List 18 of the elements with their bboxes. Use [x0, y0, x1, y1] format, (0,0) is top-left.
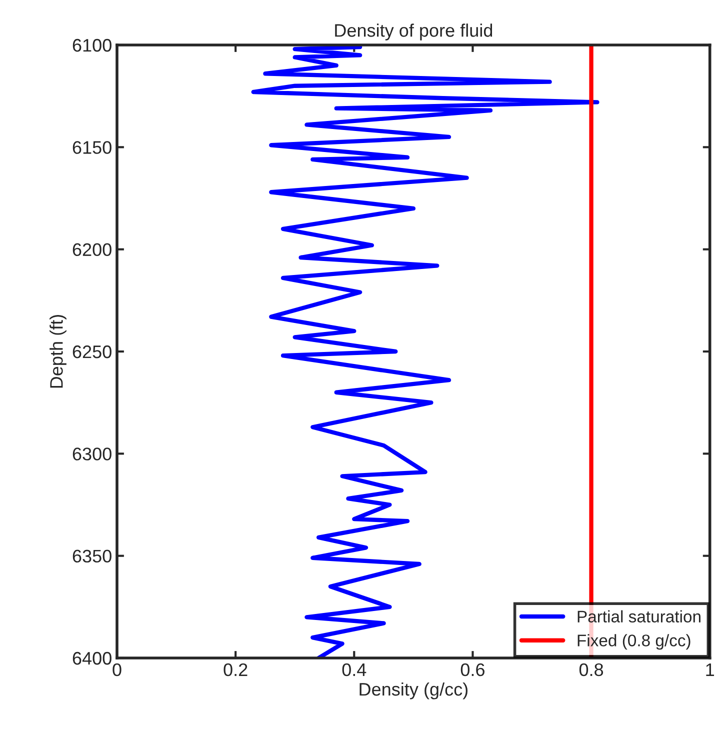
- y-tick-label: 6300: [72, 448, 112, 460]
- y-tick-label: 6250: [72, 345, 112, 358]
- y-tick-label: 6150: [72, 141, 112, 154]
- y-tick-label: 6350: [72, 550, 112, 563]
- x-tick-label: 0.4: [342, 663, 366, 676]
- y-tick-label: 6100: [72, 38, 112, 52]
- legend-label: Partial saturation: [578, 610, 700, 623]
- x-tick-label: 0.6: [460, 663, 484, 676]
- y-axis-title: Depth (ft): [50, 314, 66, 388]
- x-tick-label: 0.8: [579, 663, 604, 676]
- y-tick-label: 6200: [72, 243, 112, 256]
- x-tick-label: 1: [706, 664, 714, 676]
- x-tick-label: 0.2: [224, 663, 248, 676]
- legend-label: Fixed (0.8 g/cc): [578, 634, 690, 650]
- x-axis-title: Density (g/cc): [360, 682, 468, 700]
- y-tick-label: 6400: [72, 652, 112, 665]
- chart-title: Density of pore fluid: [335, 24, 492, 40]
- x-tick-label: 0: [112, 663, 122, 676]
